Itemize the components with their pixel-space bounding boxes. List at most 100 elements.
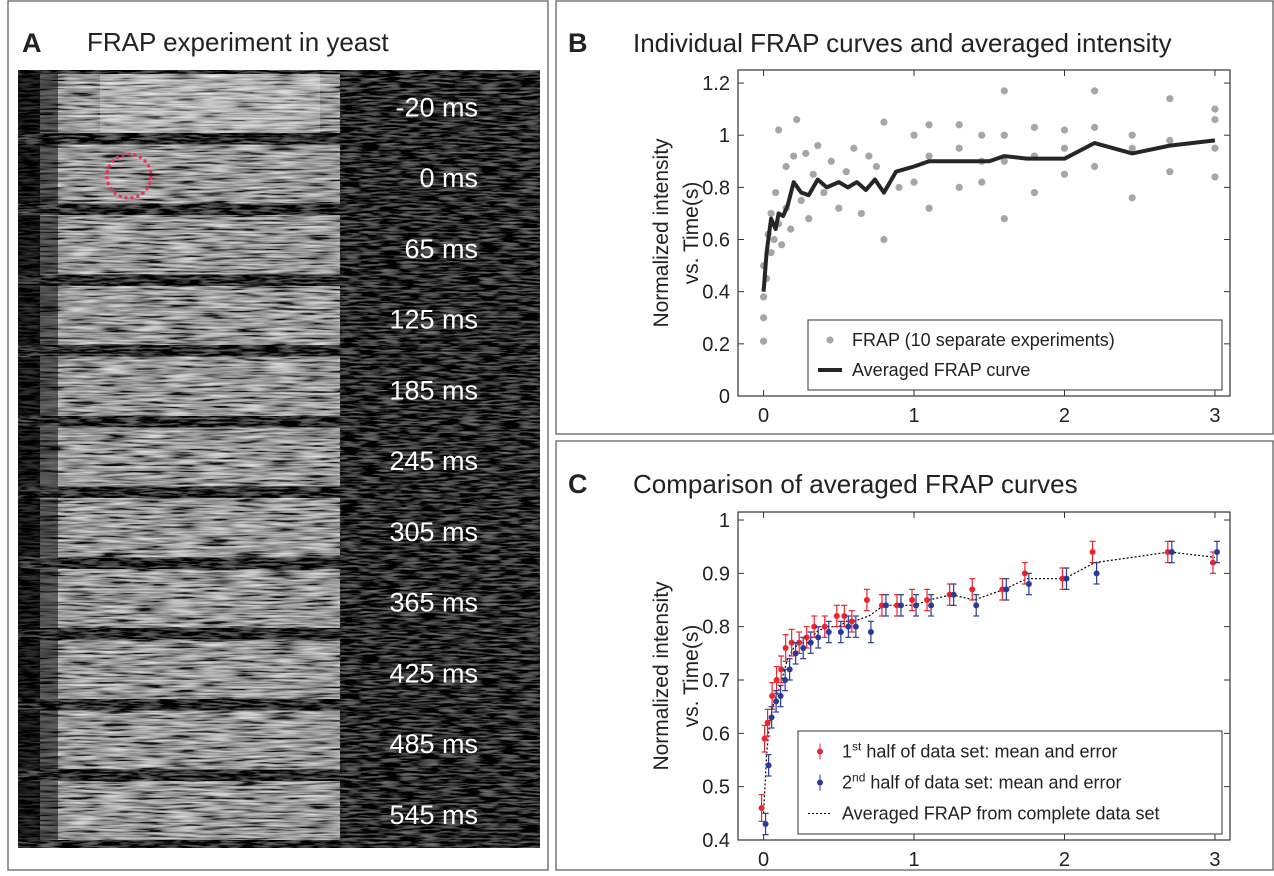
mean-point xyxy=(897,602,904,609)
y-tick-label: 0 xyxy=(719,386,730,408)
legend-label-part: Averaged FRAP from complete data set xyxy=(842,804,1160,824)
data-point xyxy=(1000,215,1008,223)
data-point xyxy=(872,162,881,171)
legend-label-part: st xyxy=(852,740,862,754)
mean-point xyxy=(778,666,785,673)
data-point xyxy=(1166,136,1174,145)
x-tick-label: 1 xyxy=(908,405,919,427)
mean-point xyxy=(973,602,980,609)
data-point xyxy=(1060,144,1069,152)
mean-point xyxy=(833,613,840,619)
data-point xyxy=(1000,157,1008,165)
data-point xyxy=(880,235,888,244)
data-point xyxy=(1000,87,1008,95)
legend-label: 2nd half of data set: mean and error xyxy=(842,771,1122,793)
y-tick-label: 0.7 xyxy=(702,670,730,692)
mean-point xyxy=(1209,559,1216,566)
mean-point xyxy=(882,602,889,609)
data-point xyxy=(1211,115,1219,124)
data-point xyxy=(1000,131,1008,139)
legend-label-part: half of data set: mean and error xyxy=(861,742,1117,762)
data-point xyxy=(865,152,873,160)
y-axis-label: vs. Time(s) xyxy=(680,625,703,728)
data-point xyxy=(925,152,933,160)
time-label: 305 ms xyxy=(389,517,478,547)
time-label: 125 ms xyxy=(389,305,478,335)
data-point xyxy=(809,170,817,178)
legend-label-part: 2 xyxy=(842,773,852,793)
cell-fade xyxy=(18,569,58,628)
cell-fade xyxy=(18,286,58,345)
data-point xyxy=(767,209,775,218)
data-point xyxy=(910,131,918,139)
y-tick-label: 0.8 xyxy=(702,177,730,199)
panel-letter: A xyxy=(22,28,42,58)
data-point xyxy=(1211,105,1219,113)
data-point xyxy=(782,162,790,171)
legend-label-part: half of data set: mean and error xyxy=(865,773,1121,793)
cell-noise xyxy=(40,74,340,133)
data-point xyxy=(767,248,775,257)
mean-point xyxy=(765,762,772,769)
data-point xyxy=(835,204,843,212)
mean-point xyxy=(782,677,789,683)
data-point xyxy=(820,188,828,197)
data-point xyxy=(910,178,918,186)
panel-letter: C xyxy=(568,469,588,499)
mean-point xyxy=(815,634,822,641)
data-point xyxy=(1166,168,1174,176)
legend-label: Averaged FRAP from complete data set xyxy=(842,804,1160,824)
data-point xyxy=(842,168,850,176)
x-tick-label: 2 xyxy=(1059,405,1070,427)
cell-noise xyxy=(40,286,340,345)
data-point xyxy=(1030,188,1039,197)
panel-letter: B xyxy=(568,28,588,58)
cell-noise xyxy=(40,781,340,840)
data-point xyxy=(1166,95,1174,103)
mean-point xyxy=(845,623,852,630)
data-point xyxy=(1060,126,1069,134)
y-tick-label: 0.6 xyxy=(702,723,730,745)
y-tick-label: 0.2 xyxy=(702,334,730,356)
mean-point xyxy=(761,735,768,742)
data-point xyxy=(850,144,858,152)
cell-noise xyxy=(40,639,340,699)
legend-label: Averaged FRAP curve xyxy=(852,360,1030,380)
mean-point xyxy=(768,714,775,721)
data-point xyxy=(925,204,933,212)
mean-point xyxy=(1021,570,1028,577)
mean-point xyxy=(852,623,859,630)
data-point xyxy=(925,121,933,129)
x-tick-label: 3 xyxy=(1209,849,1220,871)
cell-noise xyxy=(40,498,340,558)
mean-point xyxy=(762,821,769,827)
time-label: 425 ms xyxy=(389,658,478,688)
data-point xyxy=(775,126,783,134)
x-tick-label: 1 xyxy=(908,849,919,871)
y-tick-label: 0.4 xyxy=(702,830,730,852)
time-label: 365 ms xyxy=(389,588,478,618)
mean-point xyxy=(950,591,957,598)
x-tick-label: 0 xyxy=(758,405,769,427)
data-point xyxy=(759,293,768,301)
mean-point xyxy=(807,639,814,646)
mean-point xyxy=(825,629,832,635)
data-point xyxy=(880,118,888,126)
mean-point xyxy=(800,645,807,651)
cell-noise xyxy=(40,710,340,770)
data-point xyxy=(1211,173,1219,181)
cell-noise xyxy=(40,427,340,487)
data-point xyxy=(787,225,795,233)
legend-label: FRAP (10 separate experiments) xyxy=(852,330,1115,350)
panel-title: FRAP experiment in yeast xyxy=(87,27,389,57)
data-point xyxy=(955,144,963,152)
y-axis-label: Normalized intensity xyxy=(650,581,673,771)
panel-b-frame xyxy=(555,0,1274,435)
mean-point xyxy=(1063,575,1070,582)
plot-frame xyxy=(737,511,1231,841)
data-point xyxy=(797,196,805,204)
data-point xyxy=(1128,131,1136,139)
cell-fade xyxy=(18,215,58,275)
mean-point xyxy=(786,666,793,673)
microscopy-image: -20 ms 0 ms 65 ms 125 ms 185 ms 245 ms 305 ms 3… xyxy=(18,70,540,848)
